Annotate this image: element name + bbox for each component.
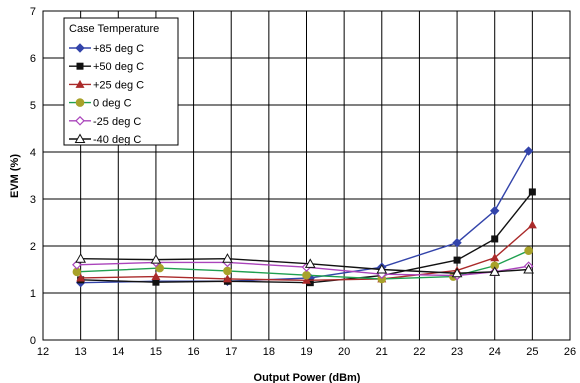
data-point [524,246,533,255]
x-tick-label: 21 [376,346,388,358]
x-tick-label: 24 [489,346,501,358]
x-axis-ticks: 12 13 14 15 16 17 18 19 20 21 22 23 24 25 26 [37,346,576,358]
data-point [376,263,388,274]
data-point [453,256,461,264]
legend-marker [74,133,86,143]
x-tick-label: 26 [564,346,576,358]
data-point [490,253,500,262]
data-point [152,278,160,286]
legend-marker [75,98,85,107]
series-5 [75,253,534,278]
y-tick-label: 4 [30,147,36,159]
legend-marker [75,115,85,126]
data-point [491,235,499,243]
plot-border [42,10,571,341]
legend-label: +25 deg C [93,79,144,91]
data-point [150,254,162,264]
x-tick-label: 16 [187,346,199,358]
x-tick-label: 12 [37,346,49,358]
legend-marker [75,43,85,53]
legend-label: -25 deg C [93,116,141,128]
data-point [222,253,233,263]
data-point [222,274,232,283]
legend-item: -40 deg C [69,133,141,146]
x-tick-label: 17 [225,346,237,358]
series-3 [72,246,533,284]
legend-label: +50 deg C [93,61,144,73]
legend-marker [76,62,84,70]
y-axis-label: EVM (%) [9,154,21,198]
x-tick-label: 23 [451,346,463,358]
data-point [452,238,462,248]
legend-item: 0 deg C [69,98,132,110]
data-point [223,266,232,276]
data-point [489,266,501,276]
legend-item: +85 deg C [69,43,144,55]
data-point [75,253,86,263]
data-point [527,220,537,229]
series-group [72,146,537,288]
series-line [80,257,529,274]
legend-title: Case Temperature [69,23,159,35]
data-point [451,267,463,278]
series-line [76,250,529,280]
data-point [523,263,534,274]
legend-item: -25 deg C [69,116,141,128]
data-point [76,273,86,282]
y-tick-label: 5 [30,100,36,112]
y-tick-label: 3 [30,194,36,206]
series-line [80,224,533,282]
x-tick-label: 13 [75,346,87,358]
legend: Case Temperature +85 deg C +50 deg C +25 d… [63,17,179,146]
data-point [304,258,316,268]
data-point [302,270,311,280]
x-tick-label: 20 [338,346,350,358]
data-point [72,259,82,270]
x-tick-label: 18 [263,346,275,358]
y-axis-ticks: 0 1 2 3 4 5 6 7 [30,6,36,347]
legend-item: +25 deg C [69,79,144,91]
legend-box [63,17,179,146]
y-tick-label: 2 [30,241,36,253]
data-point [151,272,161,281]
data-point [523,146,534,156]
data-point [528,188,536,196]
legend-label: -40 deg C [93,134,141,146]
y-tick-label: 7 [30,6,36,18]
x-tick-label: 22 [413,346,425,358]
x-tick-label: 15 [150,346,162,358]
data-point [490,206,500,216]
y-tick-label: 1 [30,288,36,300]
x-axis-label: Output Power (dBm) [254,372,361,383]
data-point [302,275,311,284]
x-tick-label: 14 [112,346,124,358]
x-tick-label: 25 [526,346,538,358]
legend-item: +50 deg C [69,61,144,73]
legend-items: +85 deg C +50 deg C +25 deg C 0 deg C -25 de… [69,43,144,146]
legend-marker [75,79,85,88]
data-point [155,263,164,273]
legend-label: 0 deg C [93,98,132,110]
x-tick-label: 19 [300,346,312,358]
y-tick-label: 0 [30,335,36,347]
legend-label: +85 deg C [93,43,144,55]
y-tick-label: 6 [30,53,36,65]
series-line [80,150,530,284]
